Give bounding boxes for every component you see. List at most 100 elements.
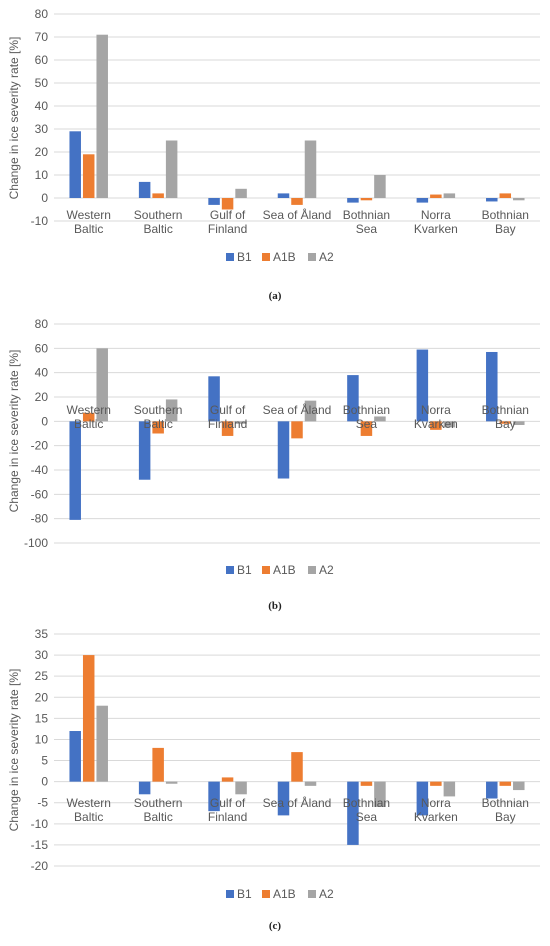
y-tick-label: 20: [35, 145, 49, 159]
bar-b1-6: [486, 781, 498, 799]
legend-label-a2: A2: [319, 250, 334, 264]
bar-a1b-5: [430, 194, 442, 198]
category-label: Bothnian Bay: [482, 208, 529, 236]
bar-b1-5: [416, 781, 429, 816]
legend-label-a1b: A1B: [273, 887, 296, 901]
y-tick-label: -60: [31, 487, 49, 501]
bar-a2-4: [374, 781, 386, 807]
category-label: Southern Baltic: [134, 796, 183, 824]
y-tick-label: -80: [31, 512, 49, 526]
bar-a1b-1: [152, 747, 164, 782]
bar-b1-4: [347, 198, 359, 203]
legend-swatch-a1b: [262, 253, 270, 261]
bar-a2-0: [96, 705, 108, 782]
y-tick-label: -15: [31, 838, 49, 852]
bar-b1-3: [277, 421, 290, 479]
bar-b1-1: [138, 181, 151, 198]
legend-label-b1: B1: [237, 887, 252, 901]
category-label: Gulf of Finland: [208, 796, 247, 824]
y-axis-label: Change in ice severity rate [%]: [7, 37, 21, 200]
bar-a1b-1: [152, 421, 164, 434]
y-tick-label: 50: [35, 76, 49, 90]
bar-a1b-4: [360, 781, 373, 786]
y-tick-label: 5: [41, 754, 48, 768]
bar-b1-1: [138, 421, 151, 480]
bar-a2-4: [374, 416, 386, 422]
category-label: Bothnian Sea: [343, 403, 390, 431]
bar-b1-6: [486, 198, 498, 202]
bar-b1-6: [486, 351, 498, 422]
bar-a2-5: [443, 781, 456, 797]
bar-a1b-3: [291, 198, 303, 205]
y-tick-label: 60: [35, 53, 49, 67]
bar-a2-3: [304, 781, 317, 786]
bar-a1b-5: [430, 781, 442, 786]
bar-a2-0: [96, 348, 108, 422]
bar-a2-6: [513, 421, 525, 425]
chart-panel-3: -20 -15 -10 -5 0 5 10 15 20 25 30 35 Change in ice s…: [7, 627, 540, 901]
bar-a2-1: [165, 399, 178, 422]
y-axis-label: Change in ice severity rate [%]: [7, 669, 21, 832]
bar-b1-2: [208, 198, 220, 205]
bar-a2-3: [304, 140, 317, 198]
legend-label-a2: A2: [319, 887, 334, 901]
category-label: Sea of Åland: [263, 207, 332, 222]
bar-a1b-1: [152, 193, 164, 198]
bar-a2-3: [304, 400, 317, 422]
y-tick-label: -40: [31, 463, 49, 477]
y-tick-label: 20: [35, 390, 49, 404]
bar-b1-4: [347, 375, 359, 422]
legend-label-b1: B1: [237, 563, 252, 577]
category-label: Southern Baltic: [134, 208, 183, 236]
chart-panel-1: -10 0 10 20 30 40 50 60 70 80 Change in ice severi…: [7, 7, 540, 264]
legend-swatch-b1: [226, 566, 234, 574]
bar-a1b-2: [221, 777, 234, 782]
bar-b1-2: [208, 376, 220, 422]
y-tick-label: -10: [31, 214, 49, 228]
legend-label-a2: A2: [319, 563, 334, 577]
caption-a: (a): [268, 290, 282, 302]
category-label: Norra Kvarken: [414, 403, 458, 431]
legend-label-a1b: A1B: [273, 563, 296, 577]
bar-a1b-0: [82, 412, 95, 422]
y-tick-label: 70: [35, 30, 49, 44]
category-label: Southern Baltic: [134, 403, 183, 431]
legend-swatch-a2: [308, 253, 316, 261]
chart-panel-2: -100 -80 -60 -40 -20 0 20 40 60 80 Change in ice s…: [7, 317, 540, 577]
category-label: Gulf of Finland: [208, 403, 247, 431]
y-tick-label: 15: [35, 711, 49, 725]
legend-swatch-a2: [308, 890, 316, 898]
y-tick-label: 30: [35, 648, 49, 662]
bar-a2-5: [443, 421, 456, 428]
category-label: Norra Kvarken: [414, 208, 458, 236]
bar-b1-1: [138, 781, 151, 795]
bar-b1-4: [347, 781, 359, 845]
bar-b1-0: [69, 131, 81, 198]
category-label: Norra Kvarken: [414, 796, 458, 824]
bar-a2-1: [165, 781, 178, 784]
bar-a1b-0: [82, 655, 95, 782]
bar-b1-3: [277, 781, 290, 816]
y-tick-label: 10: [35, 732, 49, 746]
bar-b1-3: [277, 193, 290, 198]
bar-a2-6: [513, 781, 525, 791]
legend-label-a1b: A1B: [273, 250, 296, 264]
bar-a2-2: [235, 188, 247, 198]
legend-label-b1: B1: [237, 250, 252, 264]
bar-b1-0: [69, 421, 81, 520]
y-tick-label: -100: [24, 536, 48, 550]
y-tick-label: 0: [41, 191, 48, 205]
caption-b: (b): [268, 600, 282, 612]
category-label: Bothnian Sea: [343, 796, 390, 824]
category-label: Western Baltic: [66, 403, 110, 431]
legend-swatch-a2: [308, 566, 316, 574]
bar-a1b-6: [499, 421, 512, 424]
bar-a2-0: [96, 34, 108, 199]
bar-a1b-3: [291, 752, 303, 782]
y-tick-label: 10: [35, 168, 49, 182]
bar-a2-2: [235, 421, 247, 424]
bar-a1b-2: [221, 198, 234, 210]
bar-a1b-5: [430, 421, 442, 430]
